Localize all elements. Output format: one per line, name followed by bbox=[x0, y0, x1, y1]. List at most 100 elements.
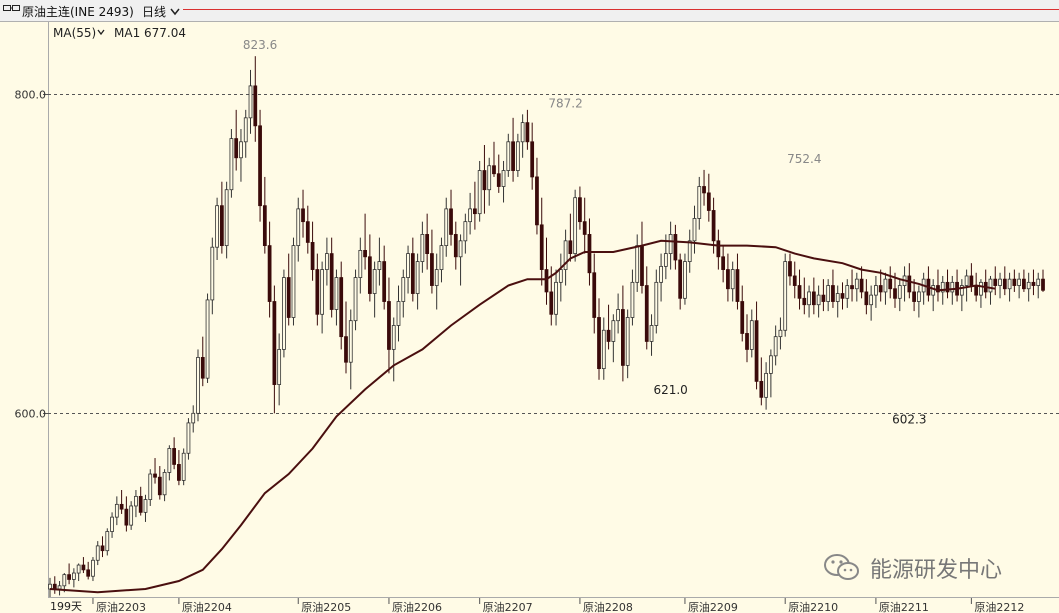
candle-body bbox=[382, 261, 387, 302]
candle bbox=[683, 253, 687, 305]
candle-body bbox=[153, 473, 157, 478]
candle bbox=[697, 176, 702, 230]
candle-body bbox=[993, 278, 998, 286]
candle bbox=[644, 266, 649, 350]
candle bbox=[425, 213, 430, 270]
candle-body bbox=[764, 372, 768, 398]
candle-body bbox=[334, 277, 339, 310]
period-selector[interactable]: 日线 bbox=[142, 3, 180, 20]
candle-body bbox=[105, 531, 110, 552]
candle-body bbox=[396, 301, 401, 326]
candle-body bbox=[196, 357, 200, 414]
x-tick-label: 原油2208 bbox=[583, 600, 633, 613]
extreme-annotation: 621.0 bbox=[653, 383, 687, 397]
candle-body bbox=[148, 473, 153, 500]
candle-body bbox=[406, 253, 410, 278]
candle-body bbox=[759, 380, 764, 398]
candle bbox=[511, 117, 515, 182]
candle bbox=[797, 269, 802, 310]
candle-body bbox=[568, 240, 573, 254]
candle bbox=[673, 224, 678, 270]
candle bbox=[520, 114, 525, 158]
candle-body bbox=[239, 141, 243, 159]
candle-body bbox=[138, 495, 143, 513]
candle-body bbox=[979, 281, 983, 296]
candle bbox=[439, 237, 444, 283]
candle bbox=[258, 109, 262, 222]
candle bbox=[167, 445, 172, 481]
candle-body bbox=[845, 285, 850, 299]
candle bbox=[525, 109, 530, 150]
candle-body bbox=[1007, 278, 1012, 290]
candle-body bbox=[200, 357, 205, 379]
candle bbox=[912, 279, 916, 312]
candle bbox=[921, 272, 926, 305]
candle bbox=[659, 253, 663, 302]
candle bbox=[205, 293, 210, 383]
candle bbox=[678, 253, 683, 310]
candle bbox=[616, 293, 620, 334]
candle bbox=[754, 301, 759, 390]
candle bbox=[1022, 269, 1026, 292]
candle-body bbox=[86, 569, 91, 577]
candle bbox=[964, 269, 969, 302]
candle bbox=[282, 269, 286, 358]
ma55-line bbox=[49, 239, 996, 594]
candle bbox=[262, 176, 267, 254]
candle bbox=[487, 157, 492, 206]
candle-body bbox=[859, 278, 864, 293]
candle bbox=[219, 181, 224, 254]
candle-body bbox=[258, 125, 262, 207]
candle bbox=[367, 234, 372, 302]
candle-body bbox=[563, 240, 568, 270]
candle bbox=[1002, 266, 1007, 296]
candle-body bbox=[716, 240, 721, 258]
candle bbox=[110, 512, 114, 538]
candle-body bbox=[950, 281, 955, 293]
candle-body bbox=[1036, 278, 1041, 286]
candle-body bbox=[468, 208, 472, 223]
candle-body bbox=[835, 293, 840, 302]
candle-body bbox=[205, 299, 210, 379]
candle bbox=[172, 437, 177, 470]
candle bbox=[936, 269, 940, 302]
candle bbox=[854, 272, 859, 302]
candle bbox=[888, 266, 893, 299]
candle-body bbox=[210, 246, 215, 301]
candle-body bbox=[854, 278, 859, 290]
candle-body bbox=[587, 234, 592, 274]
candle bbox=[239, 129, 243, 182]
candle bbox=[453, 221, 458, 270]
candle-body bbox=[606, 329, 611, 342]
candle bbox=[625, 309, 630, 379]
candle-body bbox=[114, 503, 119, 518]
x-tick-label: 原油2211 bbox=[879, 600, 929, 613]
candle-body bbox=[143, 499, 148, 513]
candle-body bbox=[988, 278, 993, 293]
extreme-annotation: 752.4 bbox=[787, 152, 821, 166]
candle bbox=[119, 489, 124, 514]
candle bbox=[969, 263, 974, 292]
candle-body bbox=[706, 192, 711, 211]
candle-body bbox=[473, 208, 477, 215]
ma-period-label[interactable]: MA(55) bbox=[53, 26, 96, 40]
candle-body bbox=[458, 240, 463, 258]
candle-body bbox=[592, 272, 597, 318]
candle bbox=[606, 304, 611, 350]
candle-body bbox=[969, 275, 974, 286]
x-tick-label: 原油2207 bbox=[483, 600, 533, 613]
candle-body bbox=[449, 208, 453, 235]
candle-body bbox=[644, 285, 649, 342]
candle bbox=[501, 160, 506, 203]
candle-body bbox=[945, 281, 950, 293]
candle-body bbox=[850, 285, 854, 290]
candle-body bbox=[67, 574, 71, 580]
ma-chevron-down-icon[interactable] bbox=[97, 29, 105, 36]
candle-body bbox=[162, 472, 167, 496]
candle bbox=[196, 349, 200, 422]
candle bbox=[334, 269, 339, 326]
chart-window-icon[interactable] bbox=[3, 3, 20, 17]
symbol-label[interactable]: 原油主连(INE 2493) bbox=[22, 5, 134, 19]
candle-body bbox=[387, 301, 391, 350]
candle-body bbox=[773, 336, 778, 357]
